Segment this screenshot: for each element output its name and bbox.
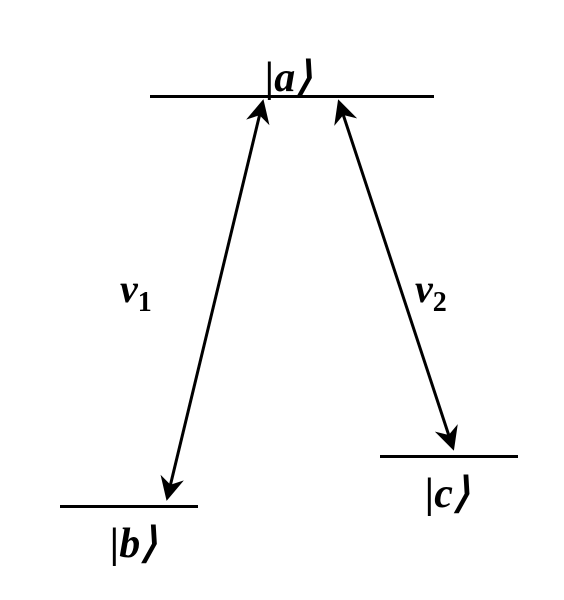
lambda-system-diagram: |a⟩ |b⟩ |c⟩ ν1 ν2 [0,0,564,600]
level-a-label: |a⟩ [265,52,312,102]
level-b-label: |b⟩ [110,518,157,568]
level-a-var: a [274,55,295,101]
level-b-line [60,505,198,508]
nu1-var: ν [120,266,138,311]
level-c-line [380,455,518,458]
transition-nu1-arrow [168,105,262,495]
level-b-var: b [119,521,140,567]
nu2-var: ν [415,266,433,311]
level-c-var: c [434,471,453,517]
nu1-sub: 1 [138,287,152,318]
level-c-label: |c⟩ [425,468,469,518]
transition-nu2-label: ν2 [415,265,447,319]
nu2-sub: 2 [433,287,447,318]
transition-nu1-label: ν1 [120,265,152,319]
